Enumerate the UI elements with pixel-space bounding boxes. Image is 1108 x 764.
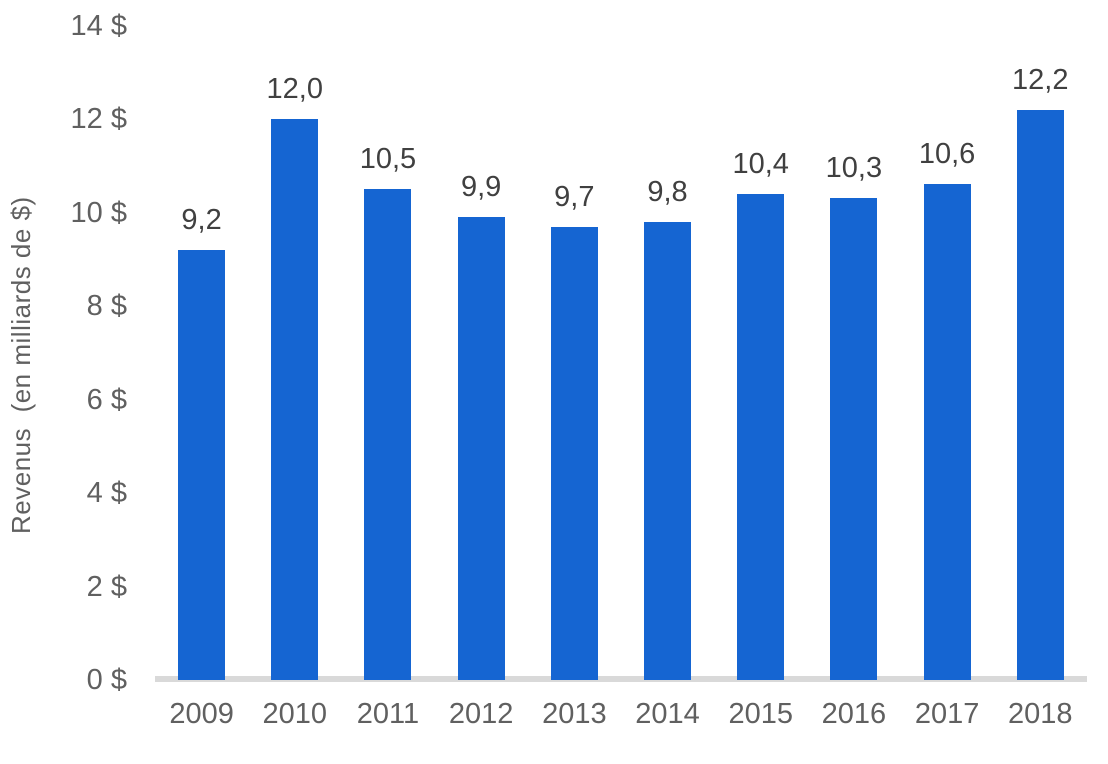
bar-column: 12,2 [994,0,1087,680]
bar [178,249,226,680]
y-tick-label: 4 $ [86,477,127,509]
bar-value-label: 10,4 [732,147,789,180]
plot-area: 9,2 12,0 10,5 9,9 9,7 9,8 10,4 10,3 10,6 12,2 [155,0,1087,682]
bar-value-label: 9,7 [554,180,595,213]
bar [923,184,971,680]
bar-value-label: 10,6 [918,138,976,171]
y-tick-label: 10 $ [70,196,127,229]
bar-column: 10,4 [714,0,807,680]
x-tick-label: 2009 [169,698,234,730]
y-axis-ticks: 0 $ 2 $ 4 $ 6 $ 8 $ 10 $ 12 $ 14 $ [0,0,127,710]
bar [364,189,412,680]
bar-value-label: 9,8 [647,175,688,208]
bar-value-label: 9,2 [181,203,222,236]
bar [1016,109,1064,680]
y-tick-label: 8 $ [86,290,127,322]
x-tick-label: 2018 [1008,698,1073,730]
bar-value-label: 12,0 [266,73,323,105]
bar-column: 10,5 [341,0,434,680]
x-tick-label: 2016 [821,698,887,730]
bar-value-label: 10,5 [359,143,417,176]
bar [830,198,878,680]
bar [271,119,319,680]
x-tick-label: 2014 [635,698,700,730]
x-axis-labels: 2009 2010 2011 2012 2013 2014 2015 2016 2017 2018 [155,694,1087,734]
bar-column: 9,7 [528,0,621,680]
y-tick-label: 6 $ [86,383,127,416]
bar-column: 10,3 [807,0,900,680]
bar [550,226,598,680]
bar [737,193,785,680]
x-tick-label: 2017 [914,698,980,730]
y-tick-label: 2 $ [86,570,127,603]
y-tick-label: 14 $ [70,9,127,42]
bar-column: 9,9 [435,0,528,680]
y-tick-label: 0 $ [86,664,127,696]
bar-column: 9,8 [621,0,714,680]
x-tick-label: 2013 [542,698,607,730]
bar-columns: 9,2 12,0 10,5 9,9 9,7 9,8 10,4 10,3 10,6 12,2 [155,0,1087,680]
bar-value-label: 9,9 [460,171,502,204]
x-tick-label: 2010 [262,698,328,730]
bar-column: 10,6 [901,0,994,680]
bar-value-label: 12,2 [1012,63,1069,96]
bar-value-label: 10,3 [825,152,883,185]
bar [644,221,692,680]
bar-column: 9,2 [155,0,248,680]
x-tick-label: 2012 [448,698,514,730]
bar-column: 12,0 [248,0,341,680]
bar [457,217,505,680]
x-axis-line [155,676,1087,682]
x-tick-label: 2011 [356,698,420,730]
x-tick-label: 2015 [728,698,793,730]
y-tick-label: 12 $ [70,103,127,135]
